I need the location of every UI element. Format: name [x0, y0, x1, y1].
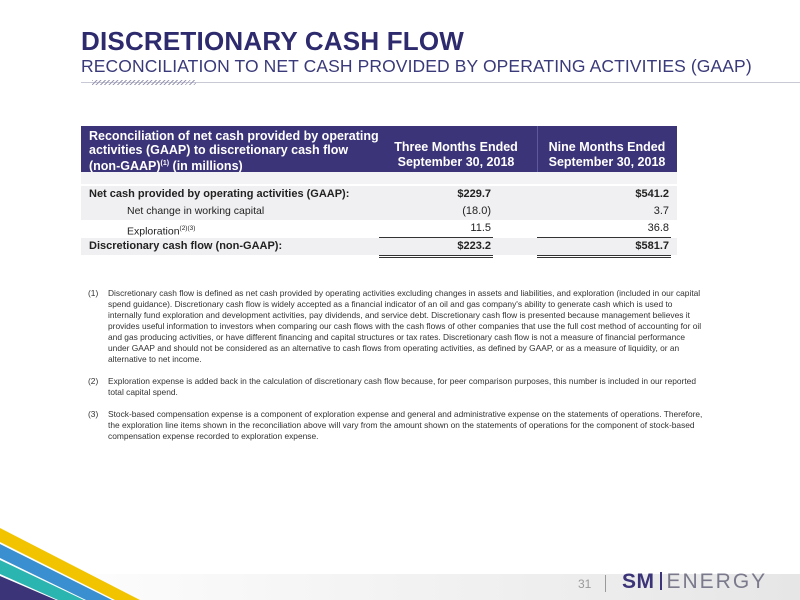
- sm-energy-logo: SM ENERGY: [622, 570, 767, 594]
- page-number-separator: [605, 575, 606, 592]
- footer-bar: [0, 574, 800, 600]
- table-row: Exploration(2)(3) 11.5 36.8: [81, 220, 677, 238]
- row-value-three-months: (18.0): [462, 205, 491, 217]
- row-value-nine-months: $581.7: [635, 240, 669, 252]
- blue-stripe: [0, 544, 112, 600]
- title-divider: [81, 82, 800, 83]
- table-row: Net cash provided by operating activitie…: [81, 186, 677, 203]
- page-subtitle: RECONCILIATION TO NET CASH PROVIDED BY O…: [81, 56, 752, 76]
- page-title: DISCRETIONARY CASH FLOW: [81, 26, 465, 56]
- row-value-three-months: $223.2: [457, 240, 491, 252]
- yellow-stripe: [0, 528, 140, 600]
- footnote-number: (2): [88, 376, 99, 386]
- footnote-ref-1: (1): [160, 160, 170, 167]
- table-row: Discretionary cash flow (non-GAAP): $223…: [81, 238, 677, 255]
- table-row: Net change in working capital (18.0) 3.7: [81, 203, 677, 220]
- header-nine-months-line-2: September 30, 2018: [548, 154, 666, 169]
- footnote: (1) Discretionary cash flow is defined a…: [88, 288, 708, 365]
- logo-energy: ENERGY: [666, 570, 768, 593]
- logo-divider: [659, 572, 662, 590]
- title-hatch-decoration: [92, 80, 196, 85]
- row-label: Net cash provided by operating activitie…: [89, 188, 350, 200]
- logo-sm: SM: [622, 570, 655, 593]
- purple-stripe: [0, 576, 56, 600]
- header-nine-months: Nine Months Ended September 30, 2018: [537, 140, 677, 169]
- corner-stripes-decoration: [0, 528, 140, 600]
- row-label-text: Exploration: [127, 225, 180, 238]
- total-double-underline-nine-months: [537, 255, 671, 258]
- header-three-months: Three Months Ended September 30, 2018: [379, 140, 533, 169]
- header-description-cell: Reconciliation of net cash provided by o…: [89, 129, 379, 173]
- footnote-text: Stock-based compensation expense is a co…: [108, 409, 703, 441]
- row-value-nine-months: $541.2: [635, 188, 669, 200]
- page-number: 31: [578, 577, 592, 591]
- row-value-nine-months: 3.7: [653, 205, 669, 217]
- footnote-text: Exploration expense is added back in the…: [108, 376, 696, 397]
- header-column-separator: [537, 126, 538, 172]
- header-line-1: Reconciliation of net cash provided by o…: [89, 129, 379, 143]
- subtotal-underline-nine-months: [537, 237, 671, 238]
- header-three-months-line-1: Three Months Ended: [394, 140, 518, 154]
- teal-stripe: [0, 560, 84, 600]
- row-label: Exploration(2)(3): [127, 220, 195, 241]
- total-double-underline-three-months: [379, 255, 493, 258]
- row-label: Net change in working capital: [127, 205, 265, 217]
- header-three-months-line-2: September 30, 2018: [397, 154, 515, 169]
- header-line-3: (non-GAAP)(1) (in millions): [89, 157, 379, 173]
- header-line-2: activities (GAAP) to discretionary cash …: [89, 143, 349, 157]
- subtotal-underline-three-months: [379, 237, 493, 238]
- footnote-text: Discretionary cash flow is defined as ne…: [108, 288, 702, 364]
- header-line-3-b: (in millions): [169, 159, 243, 174]
- footnotes: (1) Discretionary cash flow is defined a…: [88, 288, 708, 453]
- header-nine-months-line-1: Nine Months Ended: [548, 140, 666, 154]
- row-label: Discretionary cash flow (non-GAAP):: [89, 240, 283, 252]
- footnote-ref-2-3: (2)(3): [179, 225, 196, 232]
- row-value-nine-months: 36.8: [647, 222, 669, 234]
- table-header: Reconciliation of net cash provided by o…: [81, 126, 677, 173]
- footnote-number: (3): [88, 409, 99, 419]
- footnote: (2) Exploration expense is added back in…: [88, 376, 708, 398]
- footnote: (3) Stock-based compensation expense is …: [88, 409, 708, 442]
- row-value-three-months: $229.7: [457, 188, 491, 200]
- header-line-3-a: (non-GAAP): [89, 159, 161, 174]
- table-spacer-row: [81, 172, 677, 184]
- row-value-three-months: 11.5: [470, 222, 491, 234]
- footnote-number: (1): [88, 288, 99, 298]
